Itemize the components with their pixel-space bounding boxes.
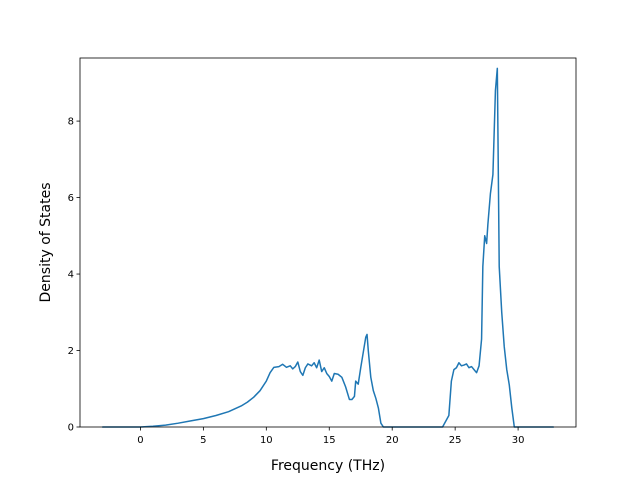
y-axis: 0 2 4 6 8 — [68, 117, 80, 434]
x-tick-label: 30 — [512, 435, 525, 446]
x-tick-label: 0 — [137, 435, 143, 446]
plot-area — [101, 67, 555, 428]
x-axis-label: Frequency (THz) — [271, 458, 385, 474]
x-tick-label: 20 — [386, 435, 399, 446]
y-tick-label: 0 — [68, 423, 74, 434]
dos-series-line — [101, 67, 555, 428]
x-tick-label: 10 — [260, 435, 273, 446]
x-tick-label: 5 — [200, 435, 206, 446]
y-tick-label: 4 — [68, 270, 74, 281]
x-tick-label: 25 — [449, 435, 462, 446]
plot-frame — [79, 57, 577, 428]
x-axis: 0 5 10 15 20 25 30 — [137, 427, 524, 446]
x-tick-label: 15 — [323, 435, 336, 446]
y-axis-label: Density of States — [38, 183, 54, 303]
y-tick-label: 2 — [68, 346, 74, 357]
y-tick-label: 8 — [68, 117, 74, 128]
y-tick-label: 6 — [68, 193, 74, 204]
